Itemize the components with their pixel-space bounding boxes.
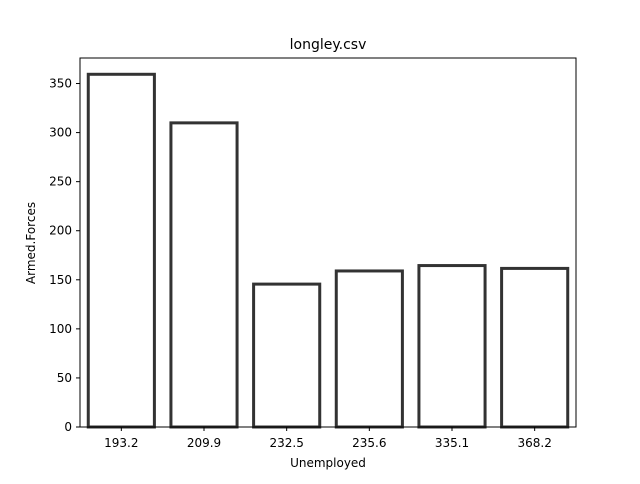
y-tick-label: 100: [49, 322, 72, 336]
bar-368.2: [500, 266, 570, 429]
bar-335.1: [417, 264, 487, 429]
x-tick-label: 232.5: [269, 436, 303, 450]
x-tick-label: 209.9: [187, 436, 221, 450]
bar-235.6: [334, 269, 404, 429]
bar-209.9: [169, 121, 239, 429]
y-tick-label: 150: [49, 273, 72, 287]
plot-frame: [79, 57, 577, 428]
y-tick-label: 0: [64, 420, 72, 434]
plot-area: 0 50 100 150 200 250 300 350 193.2 209.9 232.5 235.…: [49, 57, 577, 450]
bar-232.5: [252, 282, 322, 429]
chart-title: longley.csv: [290, 37, 367, 53]
y-tick-label: 200: [49, 224, 72, 238]
x-tick-label: 235.6: [352, 436, 386, 450]
bar-193.2: [86, 72, 156, 429]
y-tick-label: 350: [49, 77, 72, 91]
y-axis-label: Armed.Forces: [24, 202, 38, 284]
x-tick-label: 368.2: [517, 436, 551, 450]
y-tick-label: 300: [49, 126, 72, 140]
x-tick-label: 193.2: [104, 436, 138, 450]
y-tick-label: 250: [49, 175, 72, 189]
x-tick-label: 335.1: [435, 436, 469, 450]
x-axis-label: Unemployed: [290, 456, 366, 470]
y-tick-label: 50: [57, 371, 72, 385]
